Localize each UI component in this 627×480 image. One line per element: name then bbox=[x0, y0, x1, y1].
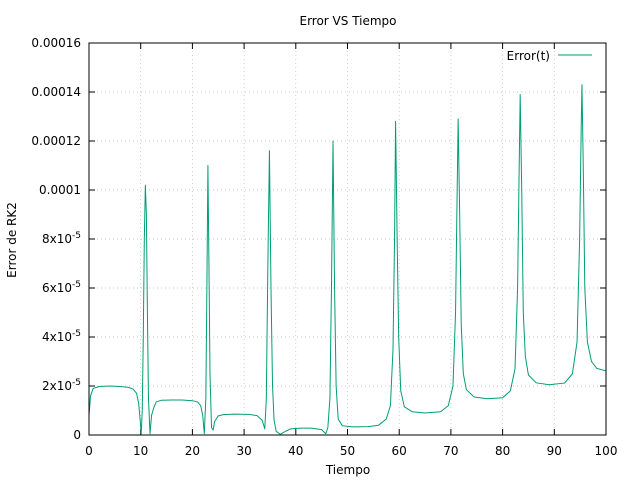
series-line-0 bbox=[88, 84, 607, 435]
x-tick-labels: 0 10 20 30 40 50 60 70 80 90 100 bbox=[85, 444, 617, 458]
x-tick-label: 100 bbox=[595, 444, 618, 458]
x-tick-label: 70 bbox=[443, 444, 458, 458]
x-tick-label: 90 bbox=[547, 444, 562, 458]
y-tick-label: 0.00012 bbox=[31, 134, 81, 148]
x-tick-label: 10 bbox=[133, 444, 148, 458]
y-axis-label: Error de RK2 bbox=[5, 202, 19, 278]
x-axis-label: Tiempo bbox=[325, 463, 370, 477]
legend: Error(t) bbox=[507, 49, 592, 63]
x-tick-label: 40 bbox=[288, 444, 303, 458]
y-tick-label: 8x10-5 bbox=[42, 231, 81, 246]
chart-title: Error VS Tiempo bbox=[299, 14, 396, 28]
series-layer bbox=[88, 84, 607, 435]
y-tick-labels: 0 2x10-5 4x10-5 6x10-5 8x10-5 0.0001 0.00012 0.… bbox=[31, 36, 81, 442]
y-tick-label: 0 bbox=[73, 428, 81, 442]
x-tick-label: 30 bbox=[236, 444, 251, 458]
x-tick-label: 60 bbox=[392, 444, 407, 458]
x-tick-label: 80 bbox=[495, 444, 510, 458]
y-tick-label: 0.00016 bbox=[31, 36, 81, 50]
y-tick-label: 0.00014 bbox=[31, 85, 81, 99]
x-tick-label: 0 bbox=[85, 444, 93, 458]
y-tick-label: 6x10-5 bbox=[42, 280, 81, 295]
x-tick-label: 20 bbox=[185, 444, 200, 458]
grid bbox=[89, 43, 606, 435]
legend-label: Error(t) bbox=[507, 49, 550, 63]
plot-frame bbox=[88, 42, 607, 436]
y-tick-label: 4x10-5 bbox=[42, 329, 81, 344]
y-tick-label: 0.0001 bbox=[39, 183, 81, 197]
y-tick-label: 2x10-5 bbox=[42, 378, 81, 393]
x-tick-label: 50 bbox=[340, 444, 355, 458]
